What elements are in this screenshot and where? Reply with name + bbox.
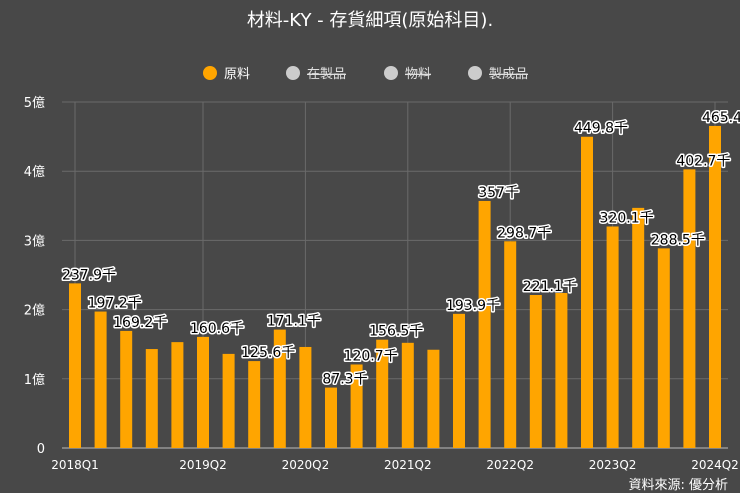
legend-item-3[interactable]: 物料 (384, 66, 431, 82)
bar-21[interactable] (581, 136, 593, 448)
legend-marker-icon (384, 66, 398, 80)
bar-7[interactable] (222, 353, 235, 448)
legend-label: 原料 (224, 67, 250, 82)
bar-25[interactable] (683, 169, 696, 448)
data-label-3: 169.2千 (113, 315, 167, 331)
bar-11[interactable] (325, 387, 337, 448)
bar-9[interactable] (273, 329, 286, 448)
data-labels: 237.9千 197.2千 169.2千 160.6千 125.6千 171.1千 87.3… (60, 108, 740, 389)
bar-16[interactable] (453, 313, 465, 448)
legend-marker-icon (203, 66, 217, 80)
legend-label: 物料 (405, 67, 431, 82)
legend-marker-icon (468, 66, 482, 80)
data-label-12: 120.7千 (344, 348, 398, 364)
data-label-1: 237.9千 (62, 267, 116, 283)
y-tick-label: 2億 (24, 303, 45, 319)
y-tick-label: 0 (37, 442, 45, 457)
bar-12[interactable] (350, 364, 363, 448)
data-label-24: 288.5千 (651, 232, 705, 248)
bar-23[interactable] (632, 207, 645, 448)
x-tick-label: 2022Q2 (486, 458, 534, 472)
bar-3[interactable] (120, 330, 133, 448)
data-label-11: 87.3千 (322, 372, 367, 388)
legend: 原料 在製品 物料 製成品 (203, 66, 528, 82)
legend-label: 製成品 (489, 67, 528, 82)
x-tick-label: 2021Q2 (384, 458, 432, 472)
data-label-16: 193.9千 (446, 298, 500, 314)
legend-marker-icon (286, 66, 300, 80)
legend-item-1[interactable]: 原料 (203, 66, 250, 82)
bar-14[interactable] (401, 342, 414, 448)
x-tick-label: 2020Q2 (282, 458, 330, 472)
data-label-25: 402.7千 (676, 153, 730, 169)
data-label-17: 357千 (478, 185, 519, 201)
chart-title: 材料-KY - 存貨細項(原始科目). (247, 10, 493, 31)
y-tick-label: 1億 (24, 372, 45, 388)
data-label-19: 221.1千 (523, 279, 577, 295)
x-tick-label: 2024Q2 (691, 458, 739, 472)
data-label-13: 156.5千 (369, 324, 423, 340)
x-tick-label: 2019Q2 (179, 458, 227, 472)
data-label-18: 298.7千 (497, 225, 551, 241)
data-label-22: 320.1千 (600, 210, 654, 226)
bar-15[interactable] (427, 349, 440, 448)
y-tick-label: 4億 (24, 164, 45, 180)
bar-19[interactable] (529, 294, 542, 448)
source-note: 資料來源: 優分析 (628, 478, 728, 493)
bar-6[interactable] (197, 336, 209, 448)
bar-17[interactable] (478, 200, 491, 448)
y-axis: 0 1億 2億 3億 4億 5億 (24, 95, 45, 457)
grid-lines (62, 101, 728, 449)
bar-4[interactable] (145, 349, 158, 448)
x-tick-label: 2018Q1 (51, 458, 99, 472)
y-tick-label: 5億 (24, 95, 45, 111)
bar-22[interactable] (606, 226, 619, 448)
bars (69, 125, 721, 448)
bar-13[interactable] (376, 339, 389, 448)
data-label-21: 449.8千 (574, 121, 628, 137)
data-label-2: 197.2千 (88, 296, 142, 312)
bar-8[interactable] (248, 361, 261, 448)
y-tick-label: 3億 (24, 233, 45, 249)
bar-18[interactable] (504, 241, 517, 448)
bar-10[interactable] (299, 346, 312, 448)
bar-26[interactable] (709, 125, 721, 448)
bar-1[interactable] (69, 283, 81, 448)
bar-2[interactable] (94, 311, 107, 448)
legend-item-2[interactable]: 在製品 (286, 66, 346, 82)
data-label-9: 171.1千 (267, 314, 321, 330)
bar-20[interactable] (555, 292, 568, 448)
legend-item-4[interactable]: 製成品 (468, 66, 528, 82)
x-tick-label: 2023Q2 (589, 458, 637, 472)
bar-24[interactable] (657, 248, 670, 448)
data-label-6: 160.6千 (190, 321, 244, 337)
bar-5[interactable] (171, 342, 184, 448)
x-axis: 2018Q1 2019Q2 2020Q2 2021Q2 2022Q2 2023Q2 2024… (51, 458, 739, 472)
legend-label: 在製品 (307, 67, 346, 82)
data-label-8: 125.6千 (241, 345, 295, 361)
data-label-26: 465.4千 (702, 110, 740, 126)
